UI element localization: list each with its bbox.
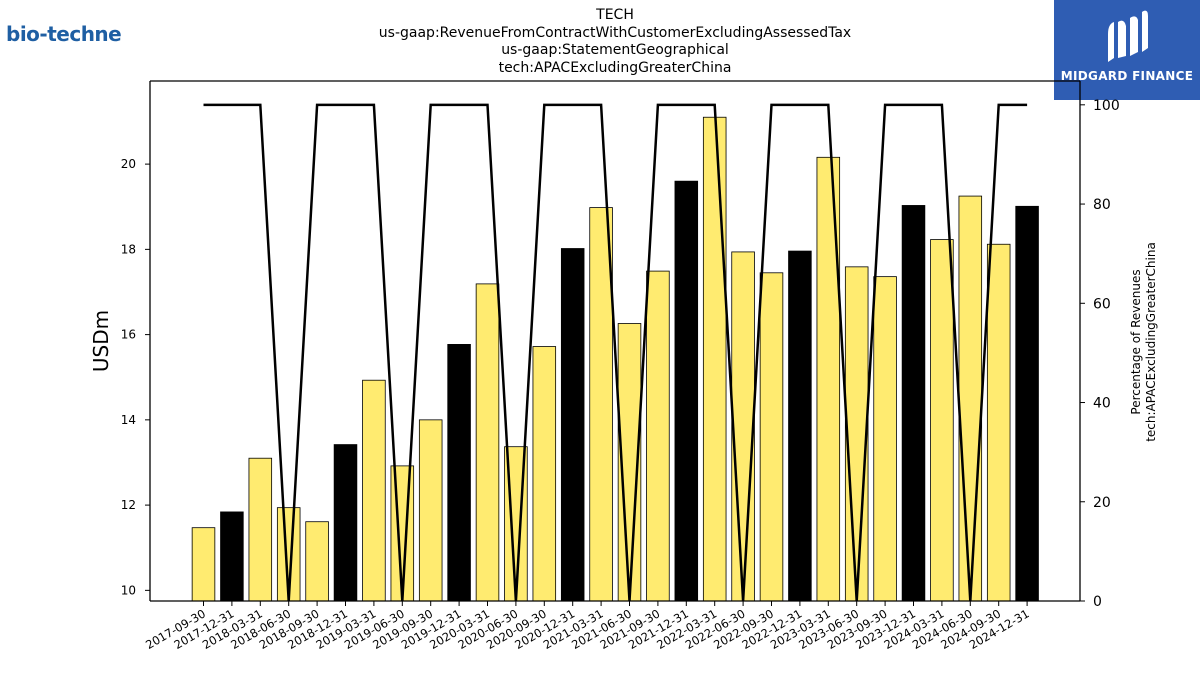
bar-2017-12-31 [220,511,244,602]
company-logo: bio-techne [6,22,122,46]
y-tick-label-16: 16 [121,328,136,342]
bar-2024-06-30 [958,195,983,602]
bar-2024-03-31 [930,239,954,602]
axes-group [145,80,1085,606]
bar-2019-03-31 [362,379,386,602]
y-tick-label-10: 10 [121,583,136,597]
bar-2022-03-31 [702,116,727,602]
bar-2022-09-30 [759,272,784,602]
y2-axis-label-line-1: Percentage of Revenues [1129,269,1143,414]
y2-axis-label-line-2: tech:APACExcludingGreaterChina [1144,242,1158,442]
title-line-4: tech:APACExcludingGreaterChina [498,59,732,76]
percentage-line [203,103,1028,602]
bar-2024-09-30 [986,243,1011,602]
bar-2019-12-31 [447,344,471,602]
midgard-logo-icon [1108,10,1148,62]
title-line-2: us-gaap:RevenueFromContractWithCustomerE… [378,24,852,41]
bar-2017-09-30 [191,527,216,602]
bar-2018-03-31 [248,457,273,602]
bar-2023-06-30 [844,266,869,602]
chart-title: TECH us-gaap:RevenueFromContractWithCust… [365,7,865,77]
bar-2021-12-31 [674,180,699,602]
y-tick-label-14: 14 [121,413,136,427]
bar-2020-09-30 [532,346,557,602]
y-tick-label-12: 12 [121,498,136,512]
bar-2024-12-31 [1015,205,1039,602]
bar-2023-12-31 [901,205,926,602]
y-axis-label: USDm [89,310,113,372]
y2-tick-label-100: 100 [1093,98,1120,114]
y2-tick-label-20: 20 [1093,495,1111,511]
bar-2021-03-31 [589,207,613,602]
midgard-finance-logo: MIDGARD FINANCE [1054,0,1200,100]
title-line-3: us-gaap:StatementGeographical [501,42,729,58]
bar-2020-12-31 [560,248,585,602]
bar-2019-09-30 [418,419,443,602]
title-line-1: TECH [596,7,634,23]
y2-tick-label-60: 60 [1093,296,1111,312]
y-tick-label-18: 18 [121,242,136,256]
y2-tick-label-0: 0 [1093,594,1102,610]
bar-2018-12-31 [333,444,358,602]
y2-tick-label-80: 80 [1093,197,1111,213]
bar-2022-12-31 [788,250,812,602]
brand-name: MIDGARD FINANCE [1060,69,1194,83]
y-tick-label-20: 20 [121,157,136,171]
bar-2022-06-30 [731,251,755,602]
bar-2018-09-30 [305,521,329,602]
y2-tick-label-40: 40 [1093,396,1111,412]
bar-2021-09-30 [646,270,670,602]
bar-2020-03-31 [475,283,500,602]
bar-2023-09-30 [873,276,897,602]
